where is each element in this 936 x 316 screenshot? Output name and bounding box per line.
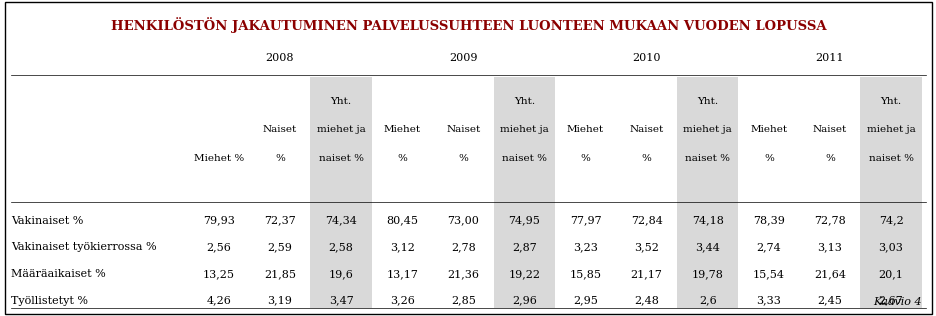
Text: 3,44: 3,44 — [695, 242, 720, 252]
Text: Miehet: Miehet — [750, 125, 786, 134]
Text: 2,85: 2,85 — [450, 295, 475, 306]
Text: 72,78: 72,78 — [813, 216, 845, 226]
Text: 13,25: 13,25 — [202, 269, 235, 279]
Text: 21,36: 21,36 — [446, 269, 478, 279]
Text: 15,85: 15,85 — [569, 269, 601, 279]
Text: HENKILÖSTÖN JAKAUTUMINEN PALVELUSSUHTEEN LUONTEEN MUKAAN VUODEN LOPUSSA: HENKILÖSTÖN JAKAUTUMINEN PALVELUSSUHTEEN… — [110, 17, 826, 33]
Text: Kaavio 4: Kaavio 4 — [872, 297, 921, 307]
Text: 72,37: 72,37 — [264, 216, 296, 226]
Text: 74,2: 74,2 — [878, 216, 902, 226]
Text: Yht.: Yht. — [513, 97, 534, 106]
Text: %: % — [641, 154, 651, 162]
Text: 3,19: 3,19 — [267, 295, 292, 306]
Text: 2,96: 2,96 — [511, 295, 536, 306]
Text: 2,45: 2,45 — [816, 295, 841, 306]
Text: 2011: 2011 — [815, 53, 843, 63]
Text: 19,6: 19,6 — [329, 269, 353, 279]
Text: 2008: 2008 — [266, 53, 294, 63]
Text: 3,33: 3,33 — [755, 295, 781, 306]
Text: 78,39: 78,39 — [752, 216, 784, 226]
Text: Miehet: Miehet — [566, 125, 604, 134]
Text: miehet ja: miehet ja — [682, 125, 731, 134]
Text: 21,85: 21,85 — [264, 269, 296, 279]
Text: %: % — [274, 154, 285, 162]
Text: 3,03: 3,03 — [878, 242, 902, 252]
Text: 3,26: 3,26 — [389, 295, 414, 306]
Text: %: % — [763, 154, 773, 162]
Text: 2,56: 2,56 — [206, 242, 231, 252]
Text: 19,78: 19,78 — [691, 269, 723, 279]
Text: 13,17: 13,17 — [386, 269, 417, 279]
Text: Vakinaiset %: Vakinaiset % — [10, 216, 83, 226]
Text: Yht.: Yht. — [880, 97, 900, 106]
Text: 3,13: 3,13 — [816, 242, 841, 252]
Bar — [493, 76, 554, 308]
Text: 3,23: 3,23 — [573, 242, 597, 252]
Text: miehet ja: miehet ja — [500, 125, 548, 134]
Text: %: % — [397, 154, 406, 162]
Text: 2,78: 2,78 — [450, 242, 475, 252]
Text: 4,26: 4,26 — [206, 295, 231, 306]
Text: Naiset: Naiset — [812, 125, 846, 134]
Text: Miehet: Miehet — [383, 125, 420, 134]
Text: 3,47: 3,47 — [329, 295, 353, 306]
Text: %: % — [824, 154, 834, 162]
Text: 74,95: 74,95 — [508, 216, 540, 226]
Text: 2,67: 2,67 — [878, 295, 902, 306]
Text: naiset %: naiset % — [684, 154, 729, 162]
Text: %: % — [580, 154, 590, 162]
Text: 79,93: 79,93 — [202, 216, 235, 226]
Text: Naiset: Naiset — [262, 125, 297, 134]
Text: %: % — [458, 154, 468, 162]
Text: 2,48: 2,48 — [634, 295, 658, 306]
Text: miehet ja: miehet ja — [316, 125, 365, 134]
Text: 15,54: 15,54 — [752, 269, 784, 279]
Text: naiset %: naiset % — [318, 154, 363, 162]
Text: Määräaikaiset %: Määräaikaiset % — [10, 269, 106, 279]
Text: 2,6: 2,6 — [698, 295, 716, 306]
Text: 72,84: 72,84 — [630, 216, 662, 226]
Text: 20,1: 20,1 — [878, 269, 902, 279]
Text: Työllistetyt %: Työllistetyt % — [10, 295, 88, 306]
Text: naiset %: naiset % — [502, 154, 547, 162]
Text: 2010: 2010 — [632, 53, 660, 63]
Text: 2,95: 2,95 — [573, 295, 597, 306]
Text: 2,58: 2,58 — [329, 242, 353, 252]
Text: Naiset: Naiset — [446, 125, 480, 134]
Text: 2,74: 2,74 — [755, 242, 781, 252]
Text: Miehet %: Miehet % — [194, 154, 243, 162]
Text: miehet ja: miehet ja — [866, 125, 914, 134]
Text: 21,64: 21,64 — [813, 269, 845, 279]
Text: 21,17: 21,17 — [630, 269, 662, 279]
Text: 19,22: 19,22 — [508, 269, 540, 279]
Bar — [859, 76, 921, 308]
Text: Yht.: Yht. — [696, 97, 718, 106]
Text: Yht.: Yht. — [330, 97, 351, 106]
Text: Vakinaiset työkierrossa %: Vakinaiset työkierrossa % — [10, 242, 156, 252]
Text: 80,45: 80,45 — [386, 216, 417, 226]
Text: 3,12: 3,12 — [389, 242, 414, 252]
Bar — [310, 76, 372, 308]
Bar — [677, 76, 738, 308]
Text: 74,34: 74,34 — [325, 216, 357, 226]
Text: 2009: 2009 — [448, 53, 477, 63]
Text: Naiset: Naiset — [629, 125, 663, 134]
Text: 73,00: 73,00 — [446, 216, 478, 226]
Text: 2,59: 2,59 — [267, 242, 292, 252]
Text: 3,52: 3,52 — [634, 242, 658, 252]
Text: 2,87: 2,87 — [511, 242, 536, 252]
Text: 74,18: 74,18 — [691, 216, 723, 226]
Text: 77,97: 77,97 — [569, 216, 601, 226]
Text: naiset %: naiset % — [868, 154, 913, 162]
